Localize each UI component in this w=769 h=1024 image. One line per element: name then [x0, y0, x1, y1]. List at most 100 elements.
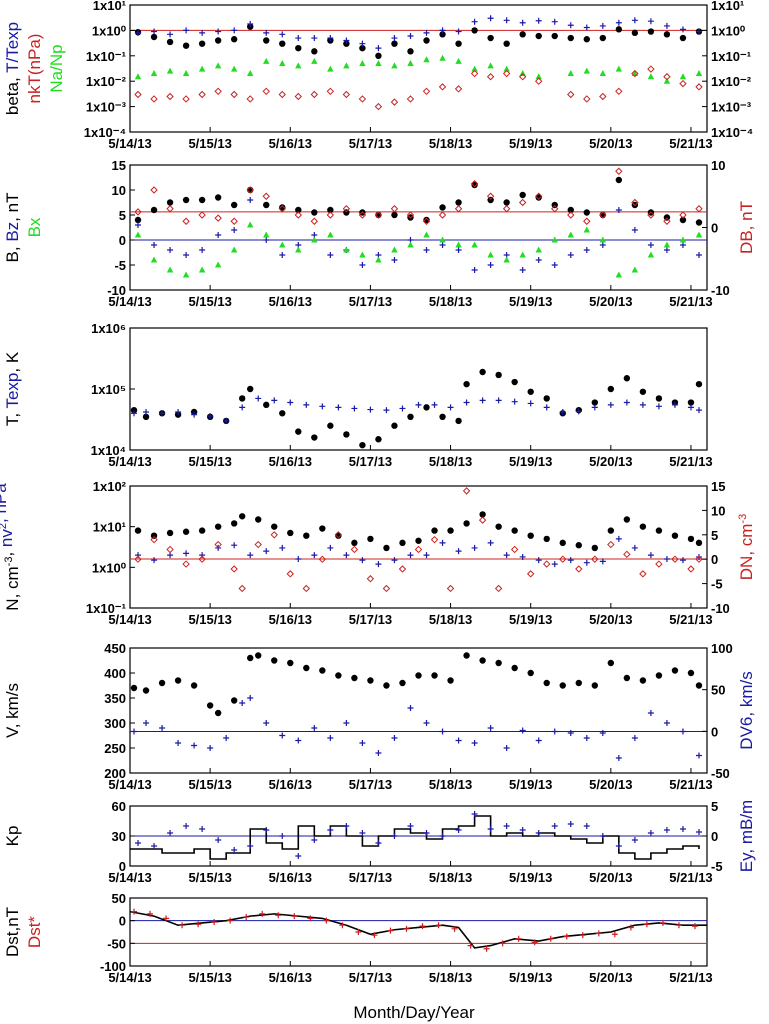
beta-point-red: [502, 69, 511, 78]
bfield-point-red: [502, 205, 511, 213]
density-point-red: [134, 555, 142, 563]
kp-point-blue: [535, 830, 542, 836]
density-point-red: [655, 560, 663, 568]
beta-point-green: [295, 62, 302, 69]
density-point-black: [367, 535, 374, 543]
speed-point-blue: [663, 720, 670, 726]
beta-point-black: [551, 32, 558, 40]
bfield-point-black: [535, 194, 542, 201]
density-point-black: [287, 529, 294, 537]
beta-point-red: [454, 85, 463, 93]
density-point-black: [255, 516, 262, 523]
bfield-point-green: [375, 256, 382, 263]
temp-point-black: [407, 413, 414, 421]
dst-x-tick-label: 5/21/13: [669, 970, 712, 985]
temp-point-blue: [623, 399, 630, 406]
bfield-point-blue: [663, 247, 670, 253]
speed-point-blue: [311, 725, 318, 731]
bfield-point-blue: [519, 267, 526, 273]
speed-point-black: [351, 674, 358, 682]
speed-point-blue: [223, 735, 230, 741]
temp-point-black: [375, 436, 382, 443]
dst-point-red: [275, 912, 282, 919]
bfield-point-red: [294, 211, 302, 219]
density-point-red: [695, 555, 703, 563]
density-x-tick-label: 5/20/13: [589, 612, 632, 627]
dst-left-tick-label: 50: [112, 891, 126, 906]
temp-point-blue: [131, 410, 138, 417]
bfield-point-green: [391, 246, 398, 253]
speed-point-black: [447, 677, 454, 684]
beta-point-green: [439, 54, 446, 61]
density-point-red: [607, 540, 615, 549]
bfield-point-blue: [167, 247, 174, 253]
bfield-x-tick-label: 5/17/13: [349, 294, 392, 309]
bfield-frame: [129, 164, 708, 291]
beta-point-blue: [599, 22, 606, 29]
density-point-blue: [487, 539, 494, 546]
beta-point-black: [295, 44, 302, 52]
kp-point-blue: [503, 823, 510, 829]
dst-y-label: Dst,nT: [3, 907, 22, 957]
bfield-point-black: [263, 201, 270, 209]
kp-right-tick-label: -5: [711, 859, 723, 874]
density-point-red: [286, 570, 294, 578]
speed-point-black: [271, 657, 278, 664]
speed-left-tick-label: 250: [104, 741, 126, 756]
speed-point-black: [591, 682, 599, 689]
speed-x-tick-label: 5/18/13: [429, 777, 472, 792]
density-point-red: [166, 545, 174, 554]
density-point-red: [687, 565, 695, 573]
speed-x-tick-label: 5/15/13: [188, 777, 231, 792]
density-point-blue: [391, 557, 398, 564]
kp-point-blue: [647, 830, 654, 836]
bfield-point-black: [423, 216, 430, 224]
speed-point-black: [511, 664, 518, 672]
density-point-black: [671, 532, 679, 539]
temp-point-black: [238, 395, 246, 402]
dst-point-red: [211, 919, 218, 926]
density-right-tick-label: 0: [711, 552, 718, 567]
bfield-x-tick-label: 5/15/13: [188, 294, 231, 309]
beta-point-red: [198, 90, 206, 99]
dst-point-red: [259, 910, 266, 917]
temp-point-blue: [695, 407, 702, 414]
bfield-point-green: [455, 241, 462, 248]
density-point-black: [511, 527, 518, 534]
beta-point-blue: [135, 29, 142, 36]
beta-point-green: [327, 65, 334, 72]
density-x-tick-label: 5/17/13: [349, 612, 392, 627]
temp-point-blue: [591, 404, 598, 411]
speed-point-black: [190, 682, 198, 689]
bfield-point-blue: [135, 222, 142, 228]
density-point-black: [495, 523, 502, 530]
kp-x-tick-label: 5/21/13: [669, 870, 712, 885]
speed-point-blue: [407, 705, 414, 711]
kp-point-blue: [615, 843, 622, 849]
density-point-black: [415, 537, 422, 544]
kp-x-tick-label: 5/14/13: [108, 870, 151, 885]
speed-point-black: [623, 674, 631, 682]
beta-point-blue: [679, 26, 686, 33]
bfield-point-green: [519, 251, 526, 258]
dst-left-tick-label: -100: [100, 959, 126, 974]
bfield-point-black: [439, 204, 446, 211]
density-left-tick-label: 1x10⁰: [92, 560, 127, 575]
dst-point-red: [467, 942, 474, 949]
dst-point-red: [579, 932, 586, 939]
speed-point-blue: [159, 725, 166, 731]
beta-point-green: [230, 65, 238, 72]
density-right-tick-label: 5: [711, 528, 718, 543]
beta-point-blue: [183, 27, 190, 34]
speed-x-tick-label: 5/17/13: [349, 777, 392, 792]
bfield-left-tick-label: -10: [107, 283, 126, 298]
temp-point-blue: [335, 404, 342, 411]
temp-left-tick-label: 1x10⁵: [91, 382, 126, 397]
beta-point-black: [423, 37, 430, 44]
temp-point-black: [463, 380, 470, 388]
temp-point-black: [687, 399, 695, 406]
speed-point-black: [431, 672, 438, 679]
beta-point-green: [263, 57, 270, 64]
bfield-left-tick-label: 0: [119, 233, 126, 248]
temp-point-blue: [639, 401, 646, 408]
